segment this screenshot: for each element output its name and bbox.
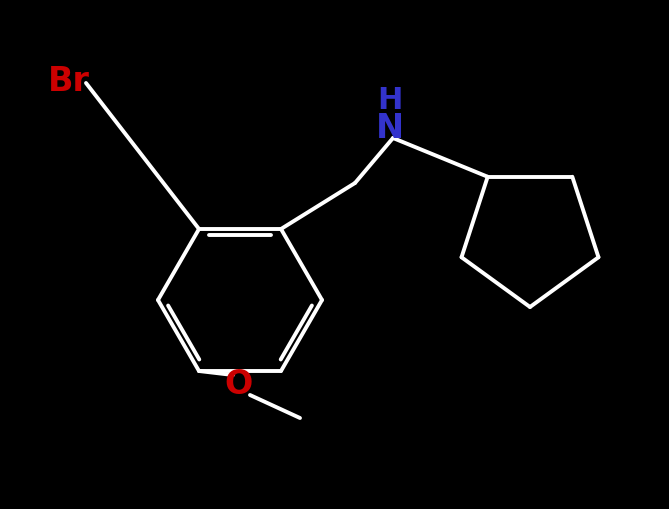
Text: O: O (224, 369, 252, 402)
Text: H: H (377, 86, 403, 115)
Text: Br: Br (48, 65, 90, 98)
Text: N: N (376, 111, 404, 145)
